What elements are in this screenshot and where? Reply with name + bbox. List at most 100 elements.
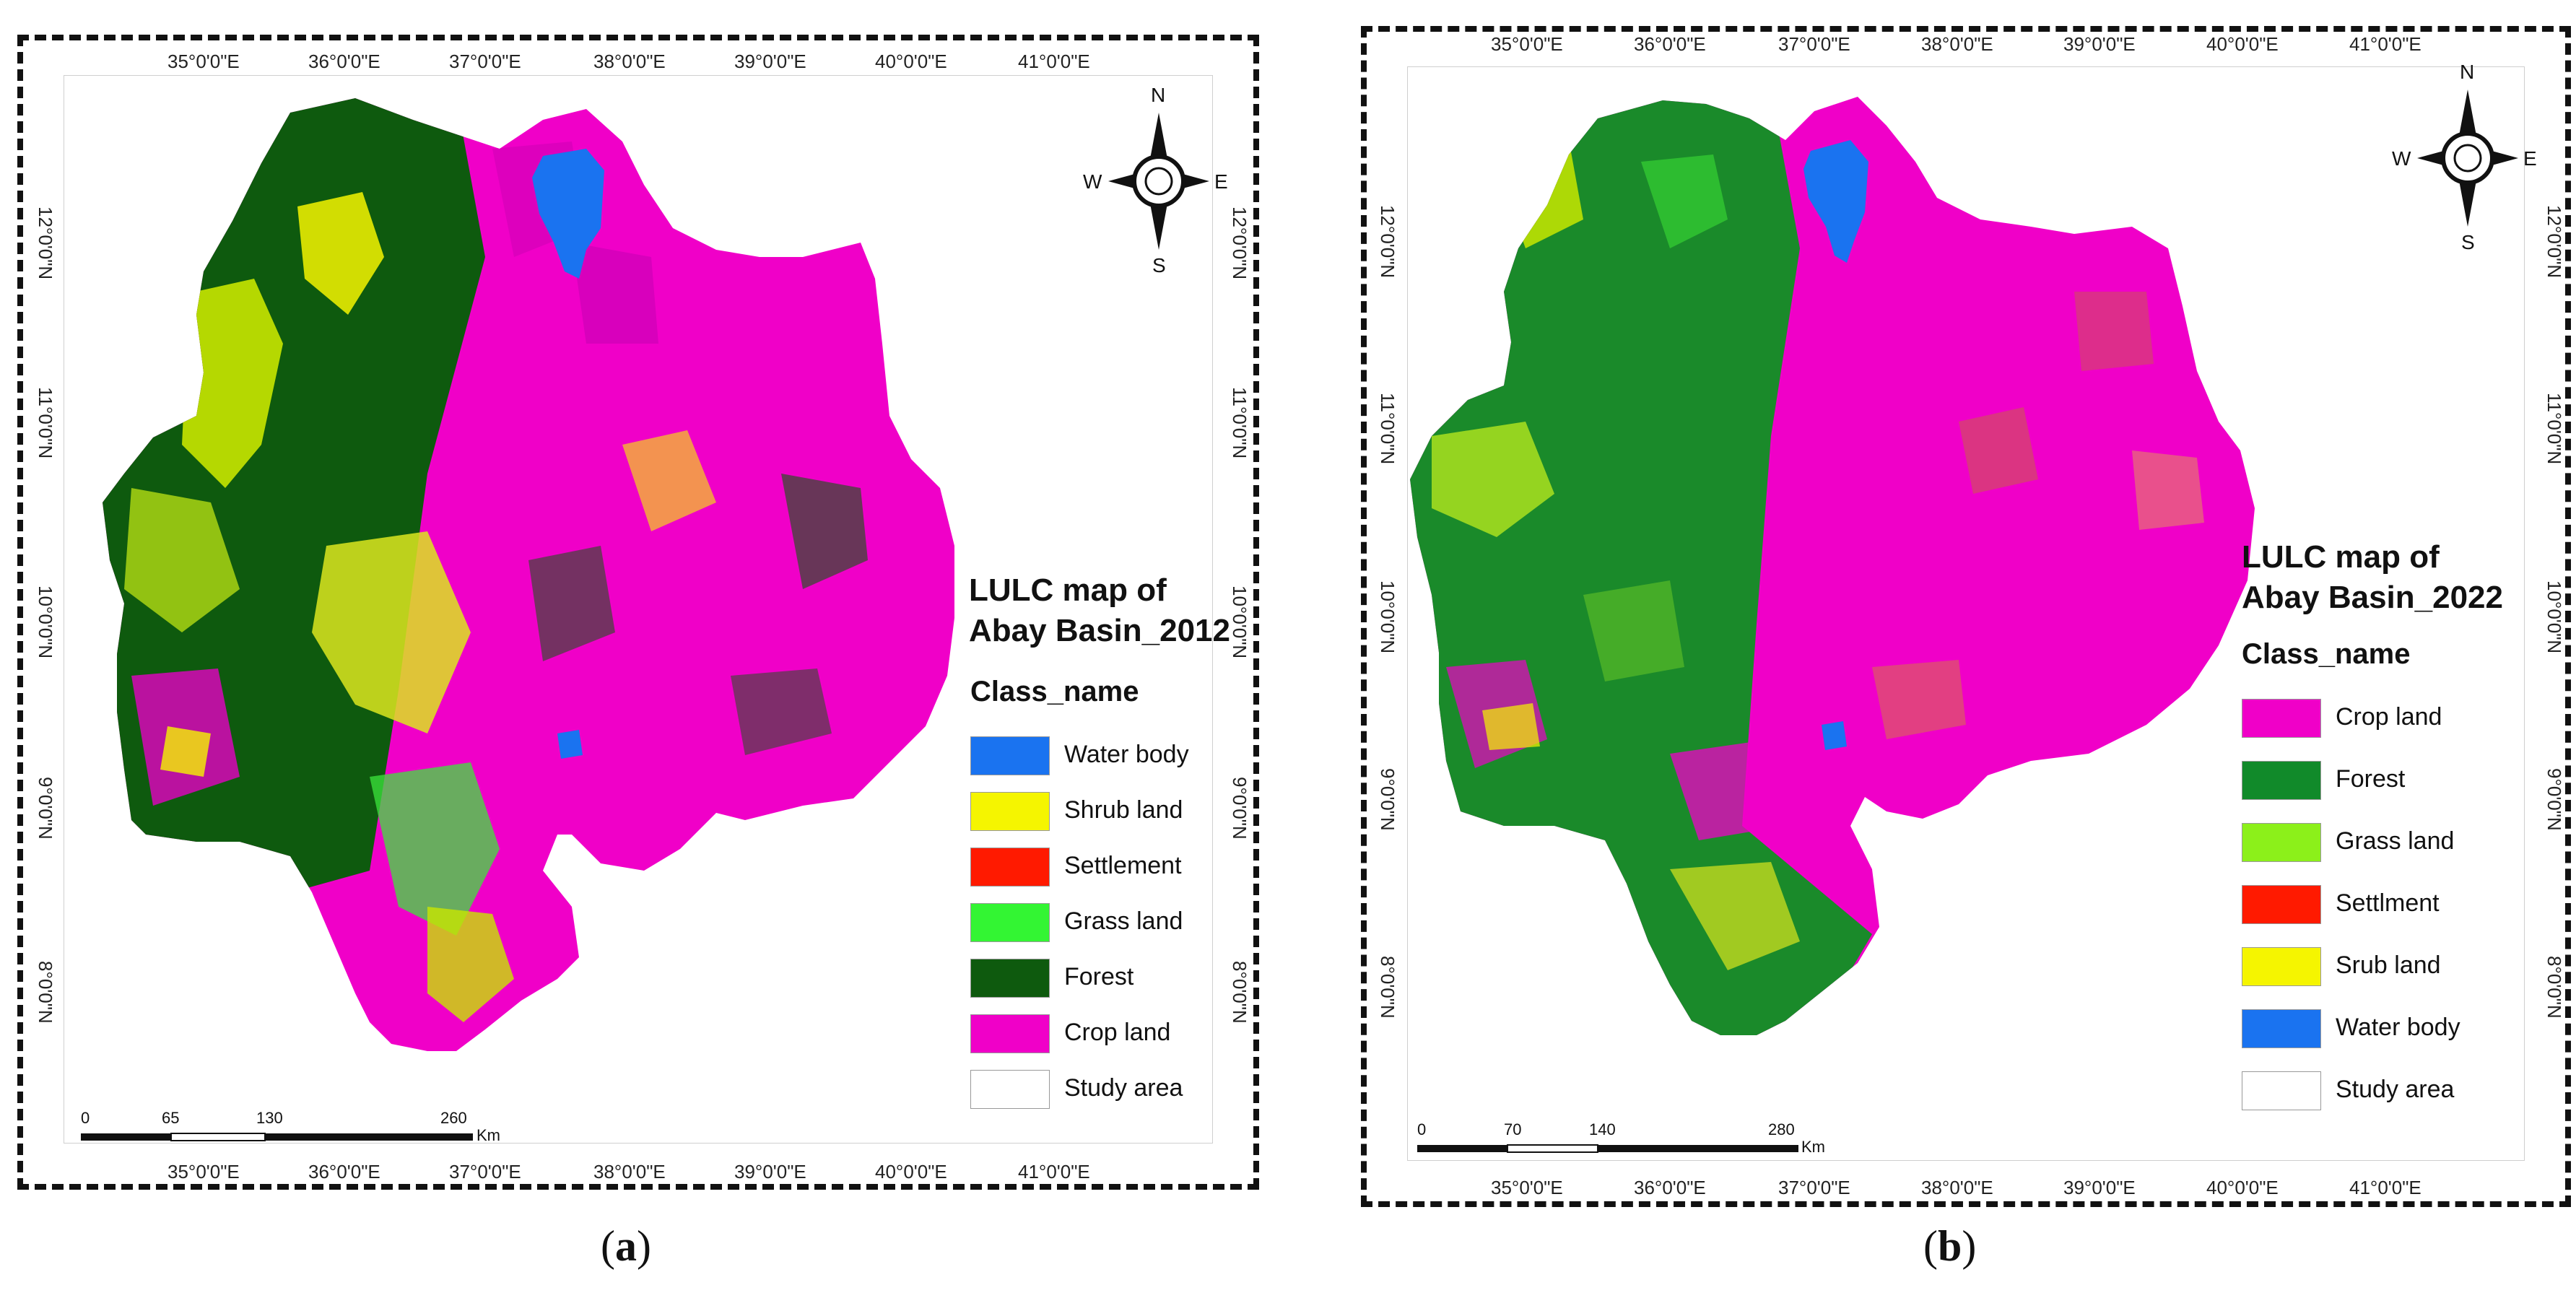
legend-swatch xyxy=(970,848,1050,887)
caption-a: (a) xyxy=(601,1222,651,1270)
lon-tick-bottom: 35°0'0"E xyxy=(167,1161,240,1182)
caption-b: (b) xyxy=(1923,1222,1977,1270)
scale-bar: 0 70 140 280 Km xyxy=(1417,1120,1850,1164)
lat-tick-right: 12°0'0"N xyxy=(1229,206,1250,280)
lat-tick-right: 11°0'0"N xyxy=(2544,393,2565,465)
lat-tick-right: 12°0'0"N xyxy=(2544,205,2565,279)
legend-label: Settlment xyxy=(2336,889,2440,917)
lon-tick-bottom: 38°0'0"E xyxy=(1921,1177,1993,1198)
map-frame xyxy=(64,75,1213,1144)
scale-bar-graphic xyxy=(1417,1144,1798,1153)
legend-label: Grass land xyxy=(2336,827,2455,855)
scale-bar-graphic xyxy=(81,1133,473,1141)
compass-rose-icon xyxy=(2417,90,2518,227)
lon-tick-top: 39°0'0"E xyxy=(2063,33,2136,55)
lat-tick-right: 11°0'0"N xyxy=(1229,387,1250,459)
map-panel-b: 35°0'0"E 36°0'0"E 37°0'0"E 38°0'0"E 39°0… xyxy=(1361,26,2571,1207)
legend-item: Water body xyxy=(2242,1006,2545,1053)
legend-title: LULC map of Abay Basin_2012 xyxy=(969,570,1230,651)
scale-label: 0 xyxy=(81,1109,90,1127)
lon-tick-bottom: 35°0'0"E xyxy=(1491,1177,1563,1198)
lon-tick-top: 38°0'0"E xyxy=(593,51,666,72)
legend-swatch xyxy=(970,1070,1050,1109)
legend-item: Forest xyxy=(2242,758,2545,804)
lon-tick-top: 36°0'0"E xyxy=(1634,33,1706,55)
legend-item: Grass land xyxy=(2242,820,2545,866)
lat-tick-right: 8°0'0"N xyxy=(2544,956,2565,1019)
legend-label: Settlement xyxy=(1064,852,1182,879)
lat-tick-right: 9°0'0"N xyxy=(2544,768,2565,831)
compass-east-label: E xyxy=(1214,170,1228,193)
lon-tick-top: 40°0'0"E xyxy=(2206,33,2279,55)
scale-label: 260 xyxy=(440,1109,467,1127)
legend-item: Settlment xyxy=(2242,882,2545,928)
compass-north-label: N xyxy=(2460,61,2475,83)
legend-swatch xyxy=(970,959,1050,998)
lat-tick-right: 10°0'0"N xyxy=(1229,585,1250,659)
lon-tick-top: 36°0'0"E xyxy=(308,51,380,72)
legend-class-heading: Class_name xyxy=(970,676,1139,707)
legend-item: Settlement xyxy=(970,845,1274,891)
lon-tick-bottom: 40°0'0"E xyxy=(875,1161,947,1182)
map-frame xyxy=(1407,66,2525,1161)
legend-title-line1: LULC map of xyxy=(969,572,1167,608)
map-panel-a: 35°0'0"E 36°0'0"E 37°0'0"E 38°0'0"E 39°0… xyxy=(17,35,1259,1190)
legend-title-line2: Abay Basin_2012 xyxy=(969,613,1230,648)
legend-item: Crop land xyxy=(970,1011,1274,1058)
north-arrow-compass: N S E W xyxy=(2392,61,2537,253)
lon-tick-top: 39°0'0"E xyxy=(734,51,806,72)
legend-label: Water body xyxy=(2336,1014,2460,1041)
legend-swatch xyxy=(970,1014,1050,1053)
scale-unit: Km xyxy=(477,1126,500,1144)
north-arrow-compass: N S E W xyxy=(1083,84,1228,276)
legend-label: Study area xyxy=(2336,1076,2455,1103)
lon-tick-top: 41°0'0"E xyxy=(1018,51,1090,72)
lon-tick-top: 35°0'0"E xyxy=(167,51,240,72)
legend-swatch xyxy=(2242,947,2321,986)
lon-tick-top: 40°0'0"E xyxy=(875,51,947,72)
lon-tick-bottom: 36°0'0"E xyxy=(308,1161,380,1182)
legend-item: Grass land xyxy=(970,900,1274,946)
scale-label: 65 xyxy=(162,1109,180,1127)
scale-label: 130 xyxy=(256,1109,283,1127)
legend-title-line1: LULC map of xyxy=(2242,539,2440,575)
lon-tick-bottom: 39°0'0"E xyxy=(734,1161,806,1182)
legend-label: Crop land xyxy=(1064,1019,1171,1046)
compass-north-label: N xyxy=(1151,84,1166,106)
legend-swatch xyxy=(2242,1071,2321,1110)
lat-tick-right: 10°0'0"N xyxy=(2544,580,2565,654)
legend-item: Forest xyxy=(970,956,1274,1002)
legend-title: LULC map of Abay Basin_2022 xyxy=(2242,537,2503,618)
lon-tick-top: 37°0'0"E xyxy=(449,51,521,72)
lon-tick-bottom: 37°0'0"E xyxy=(449,1161,521,1182)
lon-tick-top: 35°0'0"E xyxy=(1491,33,1563,55)
legend-item: Crop land xyxy=(2242,696,2545,742)
legend-item: Study area xyxy=(970,1067,1274,1113)
lon-tick-bottom: 41°0'0"E xyxy=(1018,1161,1090,1182)
legend-label: Water body xyxy=(1064,741,1189,768)
compass-south-label: S xyxy=(1152,254,1166,276)
legend-label: Forest xyxy=(2336,765,2406,793)
legend-class-heading: Class_name xyxy=(2242,638,2411,670)
legend-label: Forest xyxy=(1064,963,1134,990)
compass-west-label: W xyxy=(1083,170,1102,193)
legend-label: Study area xyxy=(1064,1074,1183,1102)
scale-label: 0 xyxy=(1417,1120,1427,1138)
legend-swatch xyxy=(2242,885,2321,924)
lon-tick-top: 38°0'0"E xyxy=(1921,33,1993,55)
lon-tick-bottom: 36°0'0"E xyxy=(1634,1177,1706,1198)
legend-item: Study area xyxy=(2242,1068,2545,1115)
compass-east-label: E xyxy=(2523,147,2537,170)
legend-label: Grass land xyxy=(1064,907,1183,935)
lon-tick-top: 41°0'0"E xyxy=(2349,33,2421,55)
compass-west-label: W xyxy=(2392,147,2411,170)
scale-label: 70 xyxy=(1504,1120,1522,1138)
scale-bar: 0 65 130 260 Km xyxy=(81,1109,514,1152)
basin-map-2022 xyxy=(1410,97,2255,1035)
legend-label: Srub land xyxy=(2336,951,2441,979)
lon-tick-bottom: 37°0'0"E xyxy=(1778,1177,1850,1198)
lon-tick-bottom: 38°0'0"E xyxy=(593,1161,666,1182)
scale-label: 140 xyxy=(1589,1120,1616,1138)
scale-label: 280 xyxy=(1768,1120,1795,1138)
legend-item: Water body xyxy=(970,733,1274,780)
